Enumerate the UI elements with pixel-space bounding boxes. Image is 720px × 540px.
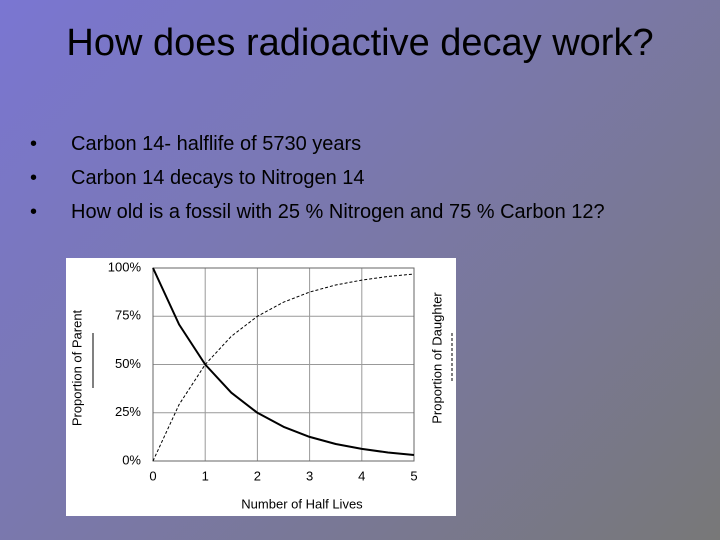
y-tick-label: 75%: [115, 308, 141, 323]
legend-label: Proportion of Parent: [69, 309, 84, 426]
bullet: How old is a fossil with 25 % Nitrogen a…: [30, 198, 671, 226]
data-line: [152, 273, 415, 462]
x-tick-label: 1: [202, 468, 209, 483]
x-tick-label: 3: [306, 468, 313, 483]
bullet-list: Carbon 14- halflife of 5730 years Carbon…: [30, 130, 670, 232]
x-tick-label: 4: [358, 468, 365, 483]
x-tick-label: 0: [149, 468, 156, 483]
slide-title: How does radioactive decay work?: [66, 22, 654, 64]
legend-label: Proportion of Daughter: [429, 292, 444, 424]
data-line: [152, 267, 415, 456]
chart: Number of Half Lives Proportion of Paren…: [66, 258, 456, 516]
bullet: Carbon 14- halflife of 5730 years: [30, 130, 671, 158]
plot-frame: [152, 267, 415, 462]
x-axis-label: Number of Half Lives: [241, 496, 363, 511]
y-tick-label: 0%: [122, 452, 141, 467]
y-tick-label: 50%: [115, 356, 141, 371]
y-tick-label: 100%: [108, 259, 142, 274]
bullet: Carbon 14 decays to Nitrogen 14: [30, 164, 671, 192]
x-tick-label: 2: [254, 468, 261, 483]
x-tick-label: 5: [410, 468, 417, 483]
chart-background: [66, 258, 456, 516]
y-tick-label: 25%: [115, 404, 141, 419]
